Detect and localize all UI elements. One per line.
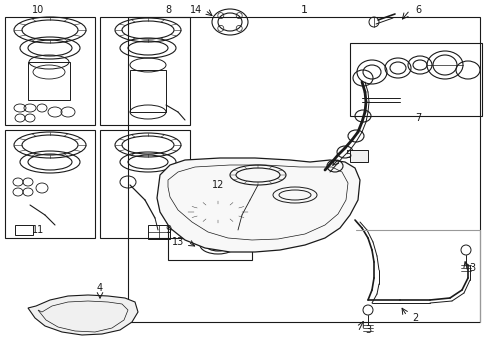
Text: 4: 4 — [97, 283, 103, 293]
Bar — [350, 43, 482, 116]
Bar — [5, 17, 95, 125]
Bar — [5, 130, 95, 238]
Text: 7: 7 — [415, 113, 421, 123]
Text: 11: 11 — [32, 225, 44, 235]
Bar — [148, 225, 170, 239]
Text: 12: 12 — [212, 180, 224, 190]
Bar — [168, 192, 252, 260]
Polygon shape — [157, 158, 360, 252]
Polygon shape — [28, 295, 138, 335]
Bar — [350, 150, 368, 162]
Text: 10: 10 — [32, 5, 44, 15]
Text: 8: 8 — [165, 5, 171, 15]
Text: 6: 6 — [415, 5, 421, 15]
Text: 3: 3 — [365, 325, 371, 335]
Text: 2: 2 — [412, 313, 418, 323]
Bar — [130, 70, 166, 112]
Bar — [28, 62, 70, 100]
Text: 5: 5 — [345, 150, 351, 160]
Bar — [15, 225, 33, 235]
Text: 13: 13 — [172, 237, 184, 247]
Bar — [128, 17, 480, 322]
Text: 1: 1 — [300, 5, 308, 15]
Text: 3: 3 — [469, 263, 475, 273]
Bar — [100, 130, 190, 238]
Text: 9: 9 — [165, 225, 171, 235]
Bar — [100, 17, 190, 125]
Text: 14: 14 — [190, 5, 202, 15]
